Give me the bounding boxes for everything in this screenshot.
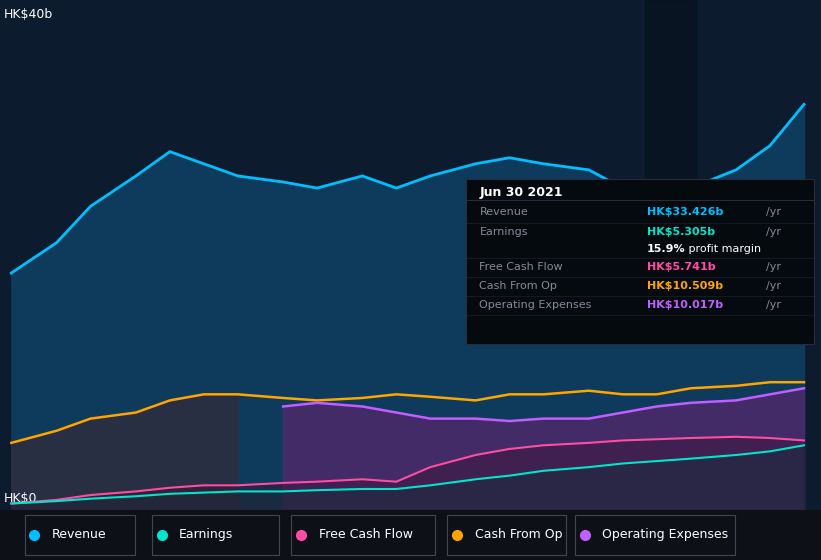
Text: profit margin: profit margin [686,244,761,254]
Text: Operating Expenses: Operating Expenses [602,528,728,542]
Text: HK$5.305b: HK$5.305b [647,227,715,237]
Text: /yr: /yr [766,300,781,310]
Text: Operating Expenses: Operating Expenses [479,300,592,310]
Text: HK$5.741b: HK$5.741b [647,262,716,272]
Text: Earnings: Earnings [479,227,528,237]
Text: HK$33.426b: HK$33.426b [647,207,723,217]
Text: /yr: /yr [766,281,781,291]
Text: Jun 30 2021: Jun 30 2021 [479,186,563,199]
Text: Earnings: Earnings [179,528,233,542]
Text: Free Cash Flow: Free Cash Flow [479,262,563,272]
Text: HK$40b: HK$40b [4,8,53,21]
Text: /yr: /yr [766,227,781,237]
Text: Revenue: Revenue [52,528,107,542]
Text: 15.9%: 15.9% [647,244,686,254]
Text: Cash From Op: Cash From Op [475,528,562,542]
Text: Free Cash Flow: Free Cash Flow [319,528,412,542]
Text: HK$10.509b: HK$10.509b [647,281,723,291]
Text: Cash From Op: Cash From Op [479,281,557,291]
Text: HK$10.017b: HK$10.017b [647,300,723,310]
Text: Revenue: Revenue [479,207,528,217]
Text: /yr: /yr [766,207,781,217]
Text: HK$0: HK$0 [4,492,38,505]
Text: /yr: /yr [766,262,781,272]
Bar [645,0,696,510]
